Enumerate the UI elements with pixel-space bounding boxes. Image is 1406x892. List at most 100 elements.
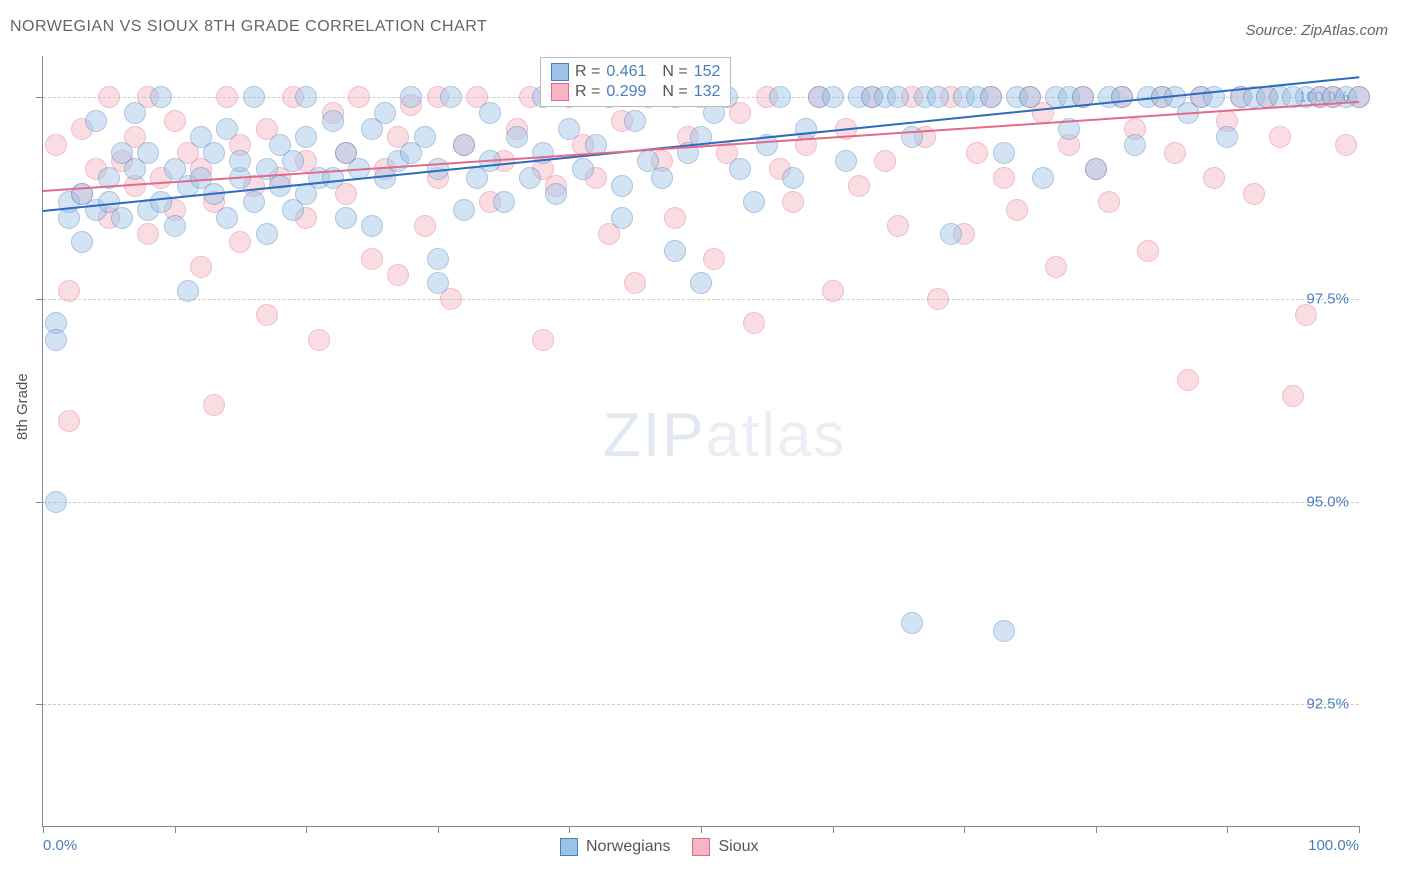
scatter-point — [414, 215, 436, 237]
stat-value-n: 132 — [694, 83, 721, 101]
scatter-point — [545, 183, 567, 205]
gridline — [43, 704, 1359, 705]
scatter-point — [479, 102, 501, 124]
legend-item: Norwegians — [560, 838, 670, 856]
xtick — [43, 826, 44, 833]
scatter-point — [729, 158, 751, 180]
scatter-point — [1111, 86, 1133, 108]
chart-title: NORWEGIAN VS SIOUX 8TH GRADE CORRELATION… — [10, 18, 487, 36]
scatter-point — [308, 329, 330, 351]
scatter-point — [414, 126, 436, 148]
scatter-point — [203, 142, 225, 164]
scatter-point — [1124, 134, 1146, 156]
scatter-point — [1216, 126, 1238, 148]
scatter-point — [229, 231, 251, 253]
scatter-point — [624, 272, 646, 294]
scatter-point — [993, 142, 1015, 164]
scatter-point — [282, 150, 304, 172]
stat-label-r: R = — [575, 83, 600, 101]
scatter-point — [400, 86, 422, 108]
scatter-point — [651, 167, 673, 189]
scatter-point — [558, 118, 580, 140]
scatter-point — [874, 150, 896, 172]
legend-swatch — [560, 838, 578, 856]
scatter-point — [822, 86, 844, 108]
scatter-point — [782, 191, 804, 213]
legend-label: Norwegians — [586, 838, 670, 856]
scatter-point — [782, 167, 804, 189]
scatter-point — [216, 86, 238, 108]
scatter-point — [58, 410, 80, 432]
scatter-point — [927, 288, 949, 310]
watermark: ZIPatlas — [603, 400, 846, 471]
scatter-point — [703, 248, 725, 270]
stat-label-r: R = — [575, 63, 600, 81]
scatter-point — [1243, 183, 1265, 205]
scatter-point — [940, 223, 962, 245]
scatter-point — [137, 142, 159, 164]
scatter-point — [1295, 304, 1317, 326]
series-swatch — [551, 83, 569, 101]
scatter-point — [1164, 142, 1186, 164]
xtick — [701, 826, 702, 833]
scatter-point — [624, 110, 646, 132]
scatter-point — [427, 272, 449, 294]
scatter-point — [822, 280, 844, 302]
scatter-point — [1203, 167, 1225, 189]
scatter-point — [966, 142, 988, 164]
scatter-point — [229, 150, 251, 172]
scatter-point — [927, 86, 949, 108]
stats-row: R = 0.299 N = 132 — [551, 82, 720, 102]
ytick-label: 97.5% — [1306, 291, 1349, 308]
gridline — [43, 299, 1359, 300]
scatter-point — [295, 86, 317, 108]
scatter-point — [572, 158, 594, 180]
scatter-point — [440, 86, 462, 108]
scatter-point — [993, 167, 1015, 189]
scatter-point — [85, 110, 107, 132]
scatter-point — [322, 110, 344, 132]
scatter-point — [45, 134, 67, 156]
scatter-point — [1032, 167, 1054, 189]
scatter-point — [1335, 134, 1357, 156]
scatter-point — [256, 304, 278, 326]
scatter-point — [887, 215, 909, 237]
scatter-point — [150, 191, 172, 213]
scatter-point — [1137, 240, 1159, 262]
scatter-point — [664, 207, 686, 229]
ytick — [36, 704, 43, 705]
scatter-point — [532, 329, 554, 351]
stats-box: R =0.461N =152R =0.299N =132 — [540, 57, 731, 107]
watermark-atlas: atlas — [705, 401, 846, 470]
scatter-point — [164, 215, 186, 237]
scatter-point — [190, 256, 212, 278]
xtick — [964, 826, 965, 833]
scatter-point — [493, 191, 515, 213]
xtick-label: 100.0% — [1308, 837, 1359, 854]
scatter-point — [71, 231, 93, 253]
xtick — [1359, 826, 1360, 833]
scatter-point — [901, 126, 923, 148]
stat-label-n: N = — [662, 83, 687, 101]
scatter-point — [348, 86, 370, 108]
scatter-point — [335, 207, 357, 229]
series-swatch — [551, 63, 569, 81]
scatter-point — [216, 118, 238, 140]
scatter-point — [243, 86, 265, 108]
scatter-point — [124, 102, 146, 124]
scatter-point — [137, 223, 159, 245]
scatter-point — [835, 150, 857, 172]
scatter-point — [256, 223, 278, 245]
ytick — [36, 502, 43, 503]
scatter-point — [611, 175, 633, 197]
scatter-point — [1348, 86, 1370, 108]
ytick — [36, 299, 43, 300]
ytick — [36, 97, 43, 98]
stat-value-r: 0.299 — [606, 83, 646, 101]
bottom-legend: NorwegiansSioux — [560, 838, 759, 856]
ytick-label: 92.5% — [1306, 696, 1349, 713]
scatter-point — [848, 175, 870, 197]
scatter-point — [1019, 86, 1041, 108]
scatter-point — [243, 191, 265, 213]
scatter-point — [506, 126, 528, 148]
